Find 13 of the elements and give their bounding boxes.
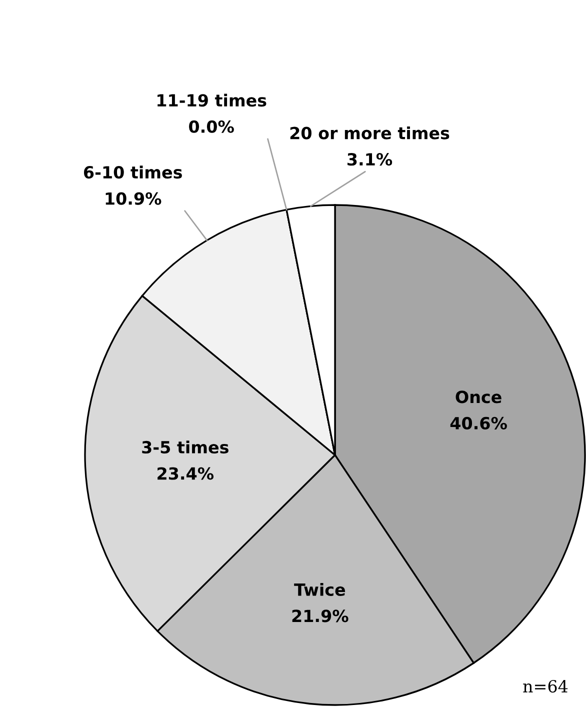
data-label: 3.1% (348, 153, 392, 166)
slice-label: 3-5 times (142, 440, 228, 454)
slice-label: 6-10 times (84, 166, 182, 179)
slice-label: Once (456, 390, 502, 404)
slice-label: 20 or more times (290, 126, 450, 140)
category-label: 11-19 times (158, 94, 266, 107)
data-label: 10.9% (106, 192, 162, 205)
slice-label: Twice (294, 583, 346, 596)
data-label: 21.9% (292, 610, 348, 622)
data-label: 40.6% (450, 416, 507, 430)
text: 0.0% (189, 120, 234, 133)
data-label: 23.4% (158, 467, 214, 480)
text: n=64 (523, 680, 568, 693)
